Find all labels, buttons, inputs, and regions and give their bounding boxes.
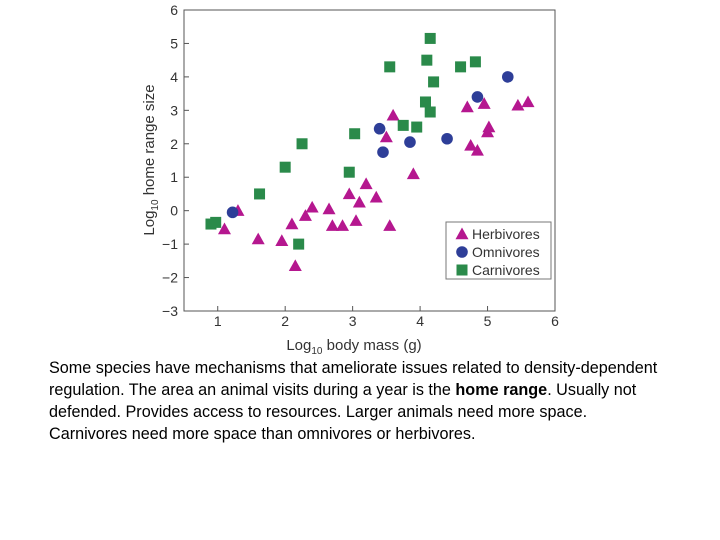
x-tick-label: 4 [416, 313, 424, 329]
y-tick-label: 0 [170, 203, 178, 219]
herbivores-point [305, 200, 319, 213]
herbivores-point [251, 232, 265, 245]
x-axis-label-suffix: body mass (g) [322, 337, 421, 354]
carnivores-point [210, 216, 222, 228]
carnivores-point [349, 128, 361, 140]
carnivores-point [424, 106, 436, 118]
herbivores-point [406, 167, 420, 180]
omnivores-point [404, 136, 416, 148]
herbivores-point [521, 95, 535, 108]
legend-herbivores-label: Herbivores [472, 226, 540, 242]
caption-bold-term: home range [455, 381, 548, 399]
herbivores-point [369, 190, 383, 203]
carnivores-point [343, 166, 355, 178]
x-tick-label: 5 [484, 313, 492, 329]
carnivores-point [424, 32, 436, 44]
herbivores-point [511, 98, 525, 111]
herbivores-point [383, 219, 397, 231]
carnivores-point [411, 121, 423, 133]
caption-before: Some species have mechanisms that amelio… [49, 359, 658, 399]
carnivores-point [397, 119, 409, 131]
y-axis-label-prefix: Log [141, 211, 158, 236]
y-tick-label: −1 [162, 236, 178, 252]
y-tick-label: 6 [170, 2, 178, 18]
x-axis-label: Log10 body mass (g) [286, 337, 421, 355]
y-tick-label: −2 [162, 270, 178, 286]
x-tick-label: 2 [281, 313, 289, 329]
omnivores-point [501, 71, 514, 83]
herbivores-point [322, 202, 336, 215]
y-axis-label-suffix: home range size [141, 84, 158, 199]
herbivores-point [285, 217, 299, 230]
carnivores-point [419, 96, 431, 108]
y-tick-label: 3 [170, 102, 178, 118]
y-tick-label: −3 [162, 303, 178, 319]
carnivores-point [254, 188, 266, 200]
x-tick-label: 6 [551, 313, 559, 329]
data-points [205, 32, 535, 272]
legend-omnivores-label: Omnivores [472, 244, 540, 260]
herbivores-point [352, 195, 366, 208]
herbivores-point [359, 177, 373, 190]
legend: Herbivores Omnivores Carnivores [445, 221, 552, 280]
herbivores-point [386, 108, 400, 121]
x-axis-label-subscript: 10 [311, 346, 323, 355]
carnivores-point [428, 76, 440, 88]
herbivores-point [275, 234, 289, 246]
x-axis-ticks: 1 2 3 4 5 6 [214, 306, 559, 329]
herbivores-point [379, 130, 393, 143]
legend-herbivores-marker [455, 227, 469, 240]
herbivores-point [460, 100, 474, 113]
herbivores-point [217, 222, 231, 235]
carnivores-point [469, 56, 481, 68]
herbivores-point [482, 120, 496, 133]
legend-carnivores-marker [456, 264, 468, 276]
home-range-scatter-chart: −3 −2 −1 0 1 2 3 4 5 6 1 2 3 4 5 6 Herbivores Omnivores… [141, 2, 559, 355]
herbivores-point [298, 209, 312, 221]
legend-omnivores-marker [456, 246, 468, 258]
omnivores-point [377, 146, 389, 158]
carnivores-point [279, 161, 291, 173]
omnivores-point [471, 91, 484, 103]
herbivores-point [477, 97, 491, 109]
y-axis-label-subscript: 10 [150, 199, 161, 211]
carnivores-point [455, 61, 467, 73]
carnivores-point [421, 54, 433, 66]
caption-after: . Usually not defended. Provides access … [49, 381, 637, 443]
legend-carnivores-label: Carnivores [472, 262, 540, 278]
omnivores-point [226, 206, 239, 219]
herbivores-point [336, 219, 350, 231]
herbivores-point [288, 259, 302, 272]
y-axis-label: Log10 home range size [141, 84, 161, 235]
y-axis-ticks: −3 −2 −1 0 1 2 3 4 5 6 [162, 2, 189, 319]
x-tick-label: 1 [214, 313, 222, 329]
herbivores-point [464, 138, 478, 151]
omnivores-point [441, 132, 453, 145]
x-tick-label: 3 [349, 313, 357, 329]
caption-text: Some species have mechanisms that amelio… [49, 357, 669, 445]
y-tick-label: 5 [170, 35, 178, 51]
herbivores-point [349, 214, 363, 226]
carnivores-point [384, 61, 396, 73]
plot-frame [183, 9, 556, 312]
y-tick-label: 2 [170, 136, 178, 152]
herbivores-point [325, 219, 339, 231]
y-tick-label: 1 [170, 169, 178, 185]
y-tick-label: 4 [170, 69, 178, 85]
herbivores-point [342, 187, 356, 200]
omnivores-point [373, 122, 386, 135]
herbivores-point [470, 143, 484, 156]
carnivores-point [296, 138, 308, 150]
x-axis-label-prefix: Log [286, 337, 311, 354]
carnivores-point [293, 238, 305, 250]
